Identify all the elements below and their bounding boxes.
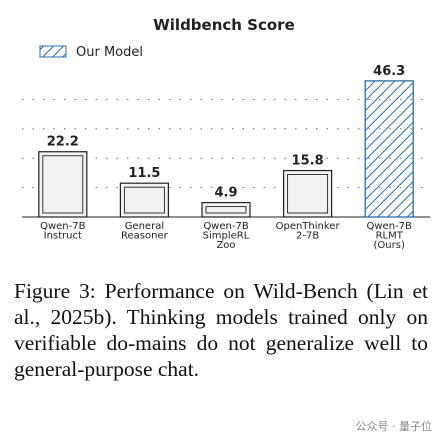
x-tick-label: Instruct (44, 231, 82, 242)
x-tick-label: RLMT (376, 231, 404, 242)
x-tick-label: 2-7B (296, 231, 319, 242)
x-tick-label: Qwen-7B (203, 221, 249, 232)
bar (283, 169, 333, 218)
bar-inner-outline (287, 174, 329, 214)
x-tick-label: SimpleRL (203, 231, 250, 242)
value-label: 46.3 (373, 64, 405, 79)
x-tick-labels: Qwen-7BInstructGeneralReasonerQwen-7BSim… (40, 221, 412, 251)
value-label: 15.8 (292, 154, 324, 169)
x-tick-label: General (125, 221, 164, 232)
x-tick-label: Reasoner (121, 231, 169, 242)
bars (38, 80, 414, 218)
bar-inner-outline (205, 206, 247, 214)
value-label: 11.5 (128, 166, 160, 181)
bar (201, 201, 251, 218)
bar-chart: Wildbench Score Our Model 22.2 11.5 4.9 15.… (22, 16, 430, 251)
bar (119, 182, 170, 218)
legend: Our Model (39, 45, 143, 60)
value-labels: 22.2 11.5 4.9 15.8 46.3 (47, 64, 405, 201)
bar (38, 151, 88, 218)
bar-inner-outline (42, 155, 84, 214)
value-label: 4.9 (214, 186, 237, 201)
x-tick-label: Zoo (216, 240, 235, 251)
x-tick-label: Qwen-7B (367, 221, 413, 232)
legend-label: Our Model (76, 45, 143, 60)
watermark: 公众号 · 量子位 (351, 416, 436, 436)
bar-inner-outline (123, 186, 165, 214)
figure-caption: Figure 3: Performance on Wild-Bench (Lin… (14, 279, 428, 381)
x-tick-label: OpenThinker (276, 221, 341, 232)
legend-swatch (39, 45, 67, 58)
chart-title: Wildbench Score (153, 16, 295, 34)
bar-ours (364, 80, 414, 218)
value-label: 22.2 (47, 135, 79, 150)
x-tick-label: (Ours) (374, 240, 405, 251)
x-tick-label: Qwen-7B (40, 221, 86, 232)
